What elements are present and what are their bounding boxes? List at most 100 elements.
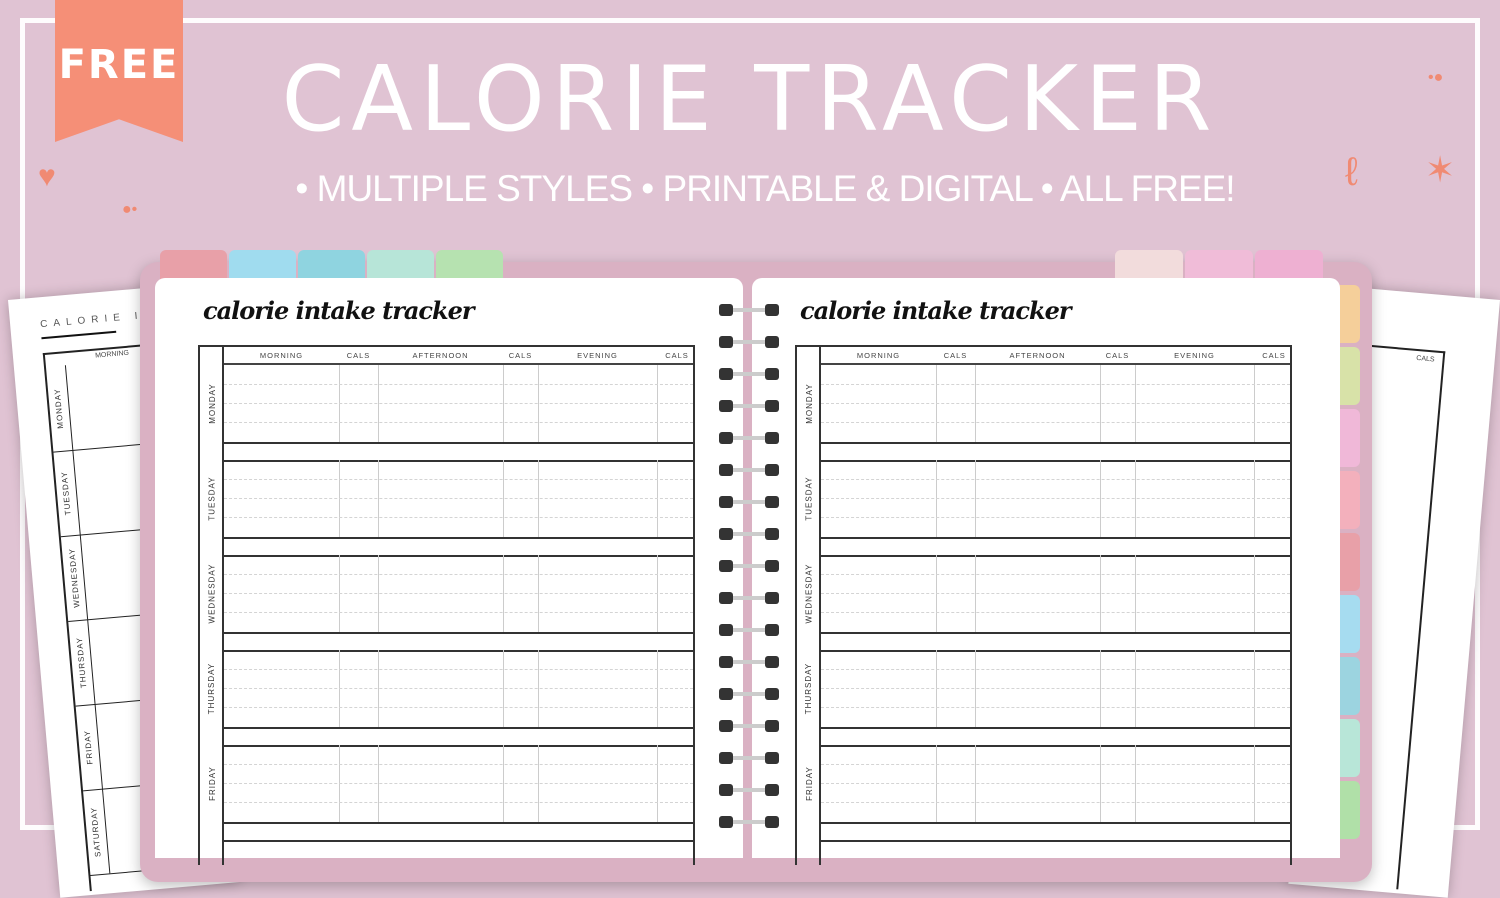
spiral-ring xyxy=(719,496,779,508)
entry-line[interactable] xyxy=(224,707,693,708)
entry-line[interactable] xyxy=(821,574,1290,575)
month-tab[interactable] xyxy=(1338,285,1360,343)
month-tab[interactable] xyxy=(1338,657,1360,715)
entry-line[interactable] xyxy=(821,764,1290,765)
entry-line[interactable] xyxy=(821,669,1290,670)
entry-line[interactable] xyxy=(821,384,1290,385)
entry-line[interactable] xyxy=(224,403,693,404)
section-tab[interactable] xyxy=(1185,250,1253,280)
section-tab[interactable] xyxy=(1255,250,1323,280)
entry-line[interactable] xyxy=(224,612,693,613)
day-separator xyxy=(821,555,1290,557)
side-column-header: CALS xyxy=(1415,354,1435,364)
side-day-label: FRIDAY xyxy=(75,703,103,791)
section-tab[interactable] xyxy=(1115,250,1183,280)
column-header: CALS xyxy=(943,351,968,360)
entry-line[interactable] xyxy=(224,783,693,784)
day-separator xyxy=(224,840,693,842)
column-header: AFTERNOON xyxy=(1009,351,1066,360)
day-label: TUESDAY xyxy=(804,476,814,521)
entry-line[interactable] xyxy=(224,593,693,594)
section-tab[interactable] xyxy=(160,250,227,280)
entry-line[interactable] xyxy=(821,802,1290,803)
month-tab[interactable] xyxy=(1338,409,1360,467)
banner-subtitle: • MULTIPLE STYLES • PRINTABLE & DIGITAL … xyxy=(295,168,1235,209)
month-tab[interactable] xyxy=(1338,533,1360,591)
spiral-ring xyxy=(719,720,779,732)
page-title: calorie intake tracker xyxy=(203,296,475,325)
day-separator xyxy=(224,745,693,747)
entry-line[interactable] xyxy=(821,403,1290,404)
month-tab[interactable] xyxy=(1338,347,1360,405)
side-day-label: MONDAY xyxy=(45,365,74,452)
table-header: MORNING CALS AFTERNOON CALS EVENING CALS xyxy=(224,347,693,365)
day-separator xyxy=(821,727,1290,729)
day-label: MONDAY xyxy=(207,383,217,424)
side-day-label: THURSDAY xyxy=(68,619,96,706)
entry-line[interactable] xyxy=(821,498,1290,499)
entry-line[interactable] xyxy=(224,384,693,385)
month-tab[interactable] xyxy=(1338,781,1360,839)
entry-line[interactable] xyxy=(224,422,693,423)
spiral-ring xyxy=(719,656,779,668)
day-separator xyxy=(821,442,1290,444)
entry-line[interactable] xyxy=(224,802,693,803)
ribbon-text: FREE xyxy=(58,42,180,88)
section-tab[interactable] xyxy=(436,250,503,280)
entry-line[interactable] xyxy=(224,479,693,480)
right-page: calorie intake tracker MORNING CALS AFTERNO… xyxy=(752,278,1340,865)
spiral-ring xyxy=(719,592,779,604)
title-underline xyxy=(41,330,117,340)
entry-line[interactable] xyxy=(224,574,693,575)
day-separator xyxy=(224,537,693,539)
side-day-label: WEDNESDAY xyxy=(60,534,89,621)
free-ribbon: FREE xyxy=(55,0,183,142)
day-label: TUESDAY xyxy=(207,476,217,521)
day-column xyxy=(797,347,821,865)
day-label: THURSDAY xyxy=(804,662,814,715)
day-separator xyxy=(821,537,1290,539)
column-header: CALS xyxy=(1262,351,1286,360)
spiral-ring xyxy=(719,400,779,412)
side-day-label: TUESDAY xyxy=(53,449,81,537)
calorie-table: MORNING CALS AFTERNOON CALS EVENING CALS MONDA… xyxy=(795,345,1292,865)
heart-icon: ♥ xyxy=(38,160,56,193)
day-label: FRIDAY xyxy=(804,766,814,801)
month-tab[interactable] xyxy=(1338,595,1360,653)
entry-line[interactable] xyxy=(821,422,1290,423)
entry-line[interactable] xyxy=(224,498,693,499)
side-column-header: MORNING xyxy=(94,349,130,360)
side-day-label: SATURDAY xyxy=(83,788,111,876)
day-separator xyxy=(224,442,693,444)
month-tab[interactable] xyxy=(1338,471,1360,529)
column-header: AFTERNOON xyxy=(412,351,469,360)
section-tab[interactable] xyxy=(229,250,296,280)
banner-title: CALORIE TRACKER xyxy=(281,47,1219,152)
entry-line[interactable] xyxy=(224,517,693,518)
spiral-ring xyxy=(719,560,779,572)
day-separator xyxy=(821,650,1290,652)
spiral-ring xyxy=(719,624,779,636)
day-label: FRIDAY xyxy=(207,766,217,801)
day-label: WEDNESDAY xyxy=(207,563,217,624)
entry-line[interactable] xyxy=(821,612,1290,613)
entry-line[interactable] xyxy=(821,783,1290,784)
entry-line[interactable] xyxy=(224,764,693,765)
section-tab[interactable] xyxy=(367,250,434,280)
entry-line[interactable] xyxy=(821,517,1290,518)
column-header: EVENING xyxy=(1174,351,1215,360)
entry-line[interactable] xyxy=(821,479,1290,480)
spiral-ring xyxy=(719,464,779,476)
entry-line[interactable] xyxy=(821,688,1290,689)
entry-line[interactable] xyxy=(224,669,693,670)
month-tab[interactable] xyxy=(1338,719,1360,777)
entry-line[interactable] xyxy=(224,688,693,689)
column-header: EVENING xyxy=(577,351,618,360)
section-tab[interactable] xyxy=(298,250,365,280)
spiral-ring xyxy=(719,304,779,316)
entry-line[interactable] xyxy=(821,707,1290,708)
day-separator xyxy=(821,745,1290,747)
day-column xyxy=(200,347,224,865)
entry-line[interactable] xyxy=(821,593,1290,594)
page-title: calorie intake tracker xyxy=(800,296,1072,325)
